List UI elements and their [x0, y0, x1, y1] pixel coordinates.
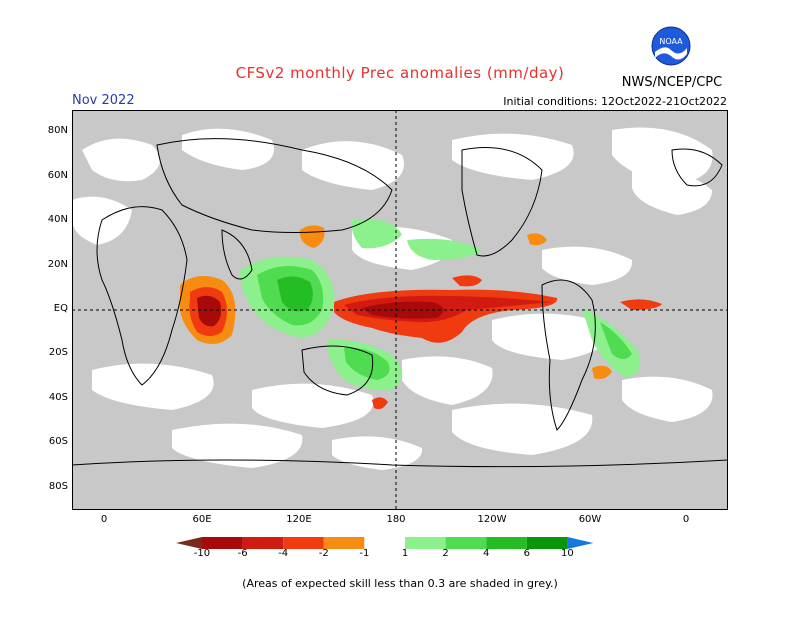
colorbar-label: -1: [359, 548, 370, 559]
map-title: CFSv2 monthly Prec anomalies (mm/day): [235, 64, 565, 82]
colorbar-label: -4: [278, 548, 289, 559]
colorbar-segment: [202, 537, 243, 549]
colorbar-label: 10: [561, 548, 574, 559]
lat-label: 40N: [47, 214, 68, 225]
lon-label: 0: [682, 514, 690, 525]
colorbar-label: 1: [401, 548, 409, 559]
lat-label: 60S: [48, 436, 68, 447]
lon-label: 0: [100, 514, 108, 525]
lat-label: 80S: [48, 481, 68, 492]
precip-anomaly-map: [71, 110, 729, 510]
colorbar-segment: [405, 537, 446, 549]
colorbar-segment: [445, 537, 487, 549]
lat-label: 60N: [47, 170, 68, 181]
colorbar-segment: [486, 537, 527, 549]
lat-label: 80N: [47, 125, 68, 136]
lon-label: 60E: [192, 514, 212, 525]
colorbar-segment: [364, 537, 405, 549]
colorbar-arrow-low: [176, 537, 202, 549]
colorbar-label: -6: [237, 548, 248, 559]
lat-label: 40S: [48, 392, 68, 403]
lon-label: 120W: [477, 514, 507, 525]
lon-label: 180: [386, 514, 406, 525]
colorbar-label: 4: [483, 548, 490, 559]
colorbar-label: -10: [193, 548, 211, 559]
agency-label: NWS/NCEP/CPC: [621, 75, 723, 90]
forecast-month: Nov 2022: [72, 93, 135, 108]
colorbar-segment: [323, 537, 365, 549]
map-frame: [72, 110, 728, 510]
lat-label: EQ: [53, 303, 68, 314]
logo-text: NOAA: [659, 37, 683, 46]
lon-label: 120E: [286, 514, 312, 525]
colorbar-arrow-high: [567, 537, 594, 549]
colorbar-label: 2: [442, 548, 449, 559]
colorbar-label: -2: [318, 548, 329, 559]
lat-label: 20N: [47, 259, 68, 270]
initial-conditions: Initial conditions: 12Oct2022-21Oct2022: [503, 95, 727, 108]
colorbar-segment: [283, 537, 324, 549]
coastlines: [71, 138, 729, 468]
unmasked-regions: [72, 127, 713, 470]
lon-label: 60W: [578, 514, 602, 525]
colorbar-segment: [526, 537, 568, 549]
noaa-logo: NOAA: [651, 26, 691, 66]
colorbar: [176, 535, 628, 554]
colorbar-label: 6: [523, 548, 530, 559]
skill-note: (Areas of expected skill less than 0.3 a…: [242, 577, 558, 590]
colorbar-segment: [242, 537, 284, 549]
lat-label: 20S: [48, 347, 68, 358]
wet-anomalies: [240, 219, 641, 391]
